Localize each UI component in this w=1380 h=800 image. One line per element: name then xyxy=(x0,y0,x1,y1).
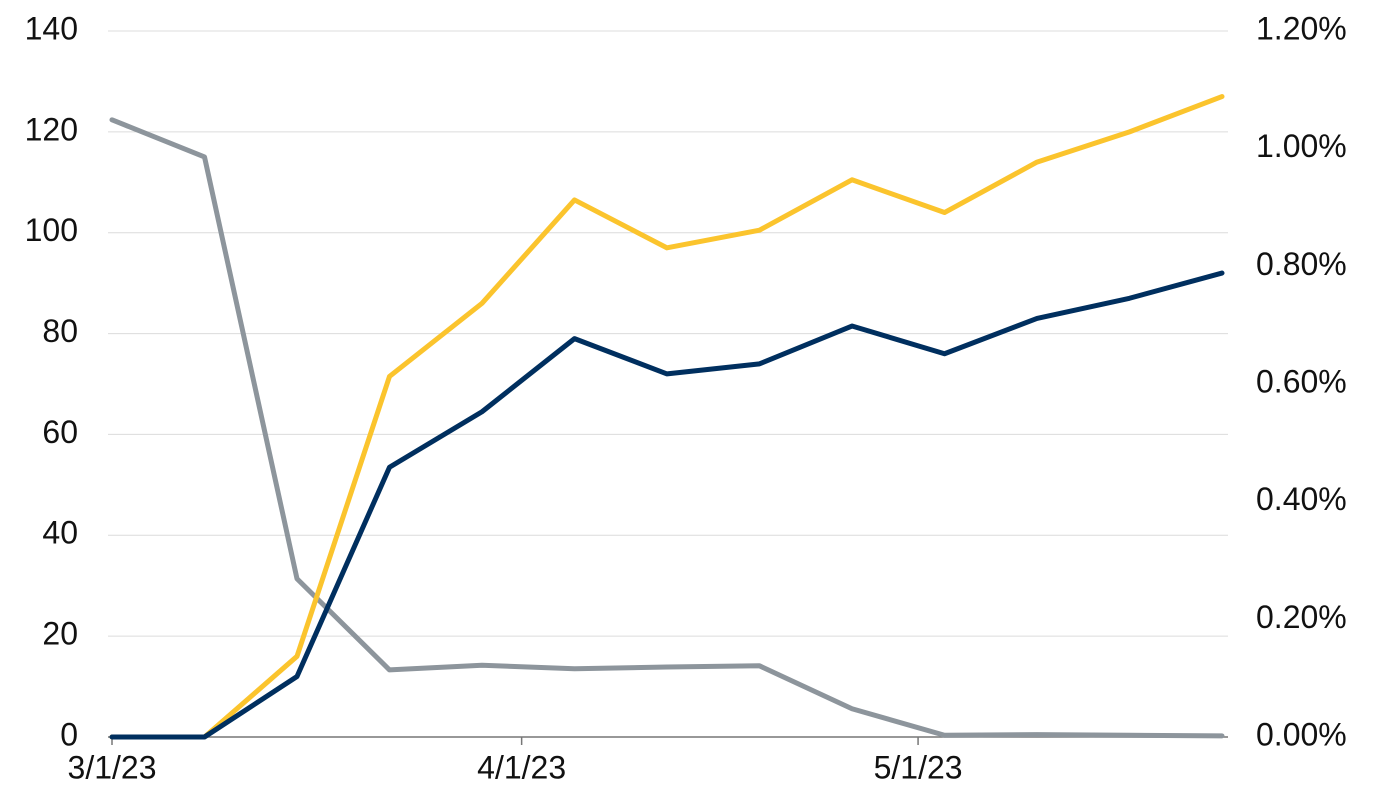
y-tick-label: 0 xyxy=(60,716,78,752)
x-tick-label: 4/1/23 xyxy=(477,749,566,785)
y2-tick-label: 1.20% xyxy=(1256,10,1347,46)
x-tick-label: 3/1/23 xyxy=(68,749,157,785)
series-line xyxy=(109,94,1225,740)
y-tick-label: 100 xyxy=(25,212,78,248)
y-tick-label: 60 xyxy=(42,414,78,450)
series-line xyxy=(109,270,1225,740)
y2-tick-label: 0.80% xyxy=(1256,246,1347,282)
y-tick-label: 20 xyxy=(42,616,78,652)
y2-tick-label: 0.20% xyxy=(1256,599,1347,635)
y-tick-label: 40 xyxy=(42,515,78,551)
x-tick-label: 5/1/23 xyxy=(874,749,963,785)
y2-tick-label: 0.40% xyxy=(1256,481,1347,517)
y-tick-label: 80 xyxy=(42,313,78,349)
series-line xyxy=(109,117,1225,739)
y2-tick-label: 0.60% xyxy=(1256,363,1347,399)
y-tick-label: 140 xyxy=(25,10,78,46)
y-tick-label: 120 xyxy=(25,111,78,147)
y2-tick-label: 1.00% xyxy=(1256,128,1347,164)
y2-tick-label: 0.00% xyxy=(1256,716,1347,752)
